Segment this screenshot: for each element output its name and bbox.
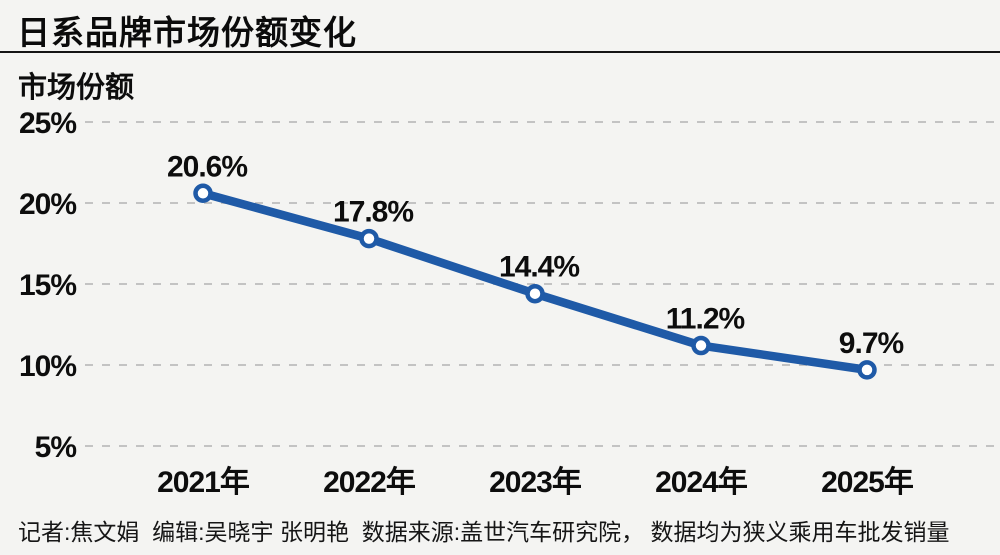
- data-point-label: 20.6%: [167, 150, 247, 183]
- y-tick-label: 15%: [19, 269, 76, 302]
- data-point-marker: [857, 360, 877, 380]
- credits-text: 记者:焦文娟 编辑:吴晓宇 张明艳 数据来源:盖世汽车研究院， 数据均为狭义乘用…: [18, 519, 950, 545]
- x-axis-label: 2025年: [821, 466, 914, 499]
- x-axis-label: 2024年: [655, 466, 748, 499]
- data-point-marker: [193, 183, 213, 204]
- data-point-marker: [359, 228, 379, 249]
- x-axis-label: 2021年: [157, 466, 250, 499]
- y-tick-label: 10%: [19, 350, 76, 383]
- title-divider: [0, 51, 1000, 53]
- data-point-marker: [525, 283, 545, 304]
- data-point-label: 17.8%: [333, 196, 413, 229]
- y-tick-label: 25%: [19, 107, 76, 140]
- y-tick-label: 5%: [35, 431, 77, 464]
- data-point-label: 9.7%: [839, 327, 904, 360]
- data-point-label: 11.2%: [666, 303, 745, 336]
- data-point-label: 14.4%: [499, 251, 579, 284]
- y-tick-label: 20%: [19, 188, 76, 221]
- y-axis-title: 市场份额: [18, 72, 135, 104]
- x-axis-label: 2022年: [323, 466, 416, 499]
- page-title: 日系品牌市场份额变化: [17, 14, 357, 51]
- x-axis-label: 2023年: [489, 466, 582, 499]
- data-point-marker: [691, 335, 711, 356]
